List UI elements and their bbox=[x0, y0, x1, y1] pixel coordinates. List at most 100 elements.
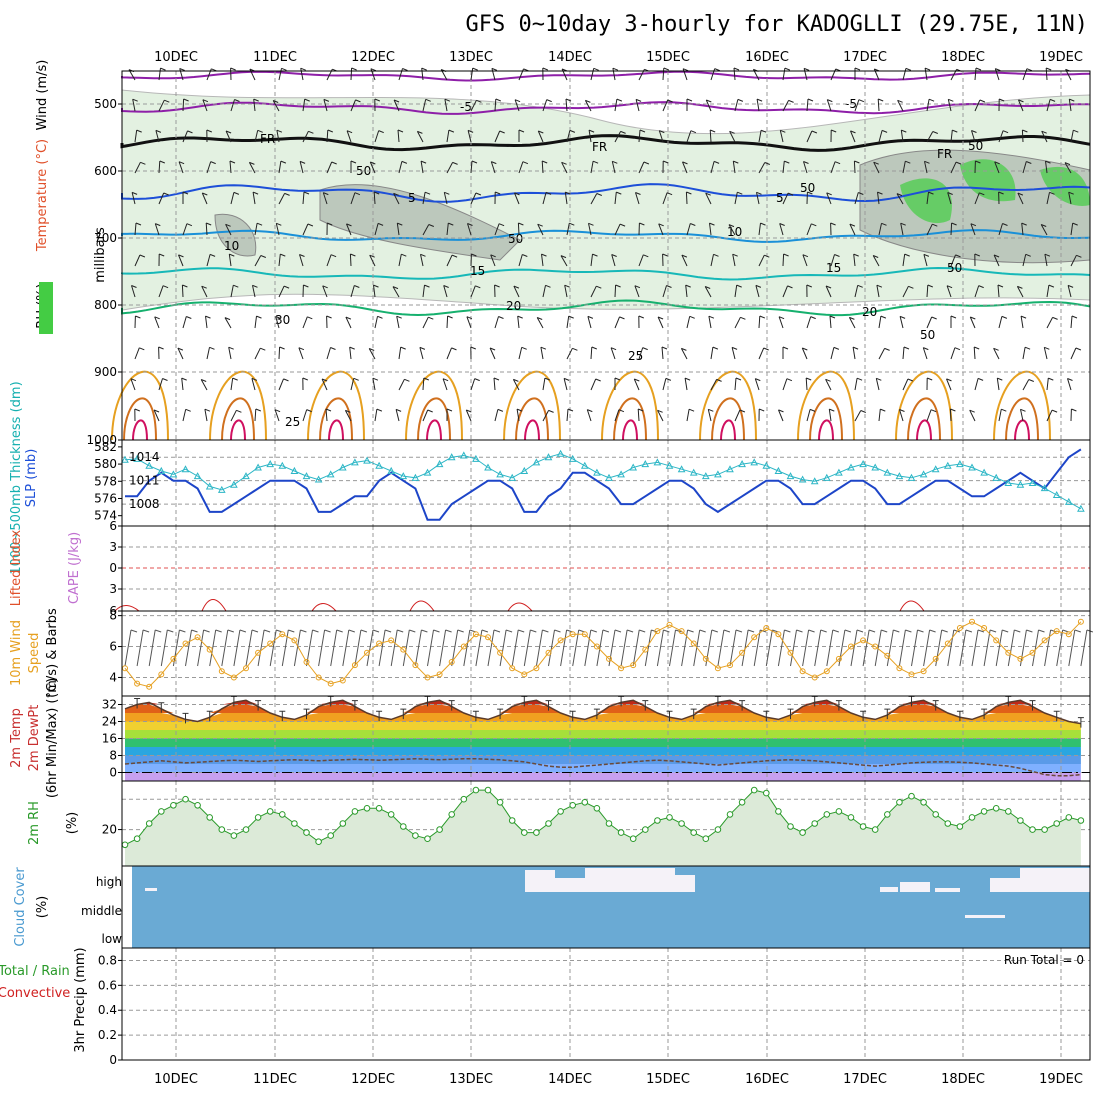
lifted-index-blip bbox=[114, 605, 140, 612]
wind-barb bbox=[707, 409, 712, 422]
wind-barb bbox=[230, 99, 235, 112]
wind-barb-flag bbox=[1048, 284, 1055, 288]
isotherm-line bbox=[121, 183, 1091, 203]
wind-barb bbox=[230, 192, 235, 205]
wind-barb-flag bbox=[275, 316, 281, 319]
wind-barb-flag bbox=[803, 161, 809, 164]
wind-barb bbox=[393, 99, 400, 112]
wind-barb-flag bbox=[428, 316, 434, 320]
wind10m-barb-flag bbox=[167, 629, 174, 633]
wind-barb-flag bbox=[764, 162, 770, 165]
wind-barb bbox=[420, 254, 424, 267]
wind-barb bbox=[680, 348, 688, 360]
rh-band-green bbox=[960, 159, 1016, 202]
wind10m-barb-flag bbox=[1026, 629, 1033, 633]
wind-barb-flag bbox=[809, 408, 816, 412]
wind-barb-flag bbox=[230, 67, 236, 71]
wind10m-barb-flag bbox=[977, 629, 985, 633]
wind-barb bbox=[878, 316, 882, 329]
wind-barb bbox=[633, 378, 640, 391]
wind-barb bbox=[350, 99, 356, 112]
wind-barb bbox=[732, 161, 736, 174]
wind10m-barb-flag bbox=[639, 629, 646, 633]
isotherm-30-lobe bbox=[515, 397, 549, 441]
wind10m-speed-marker bbox=[1029, 649, 1036, 656]
wind-barb bbox=[902, 254, 906, 267]
wind-barb-flag bbox=[1052, 316, 1058, 320]
wind10m-speed-marker bbox=[545, 649, 552, 656]
wind-barb bbox=[1046, 285, 1050, 298]
wind10m-speed-marker bbox=[702, 655, 709, 662]
wind-barb-flag bbox=[1045, 160, 1051, 164]
wind10m-barb bbox=[995, 629, 1003, 667]
wind10m-speed-marker bbox=[739, 649, 746, 656]
thickness-marker bbox=[472, 454, 480, 462]
wind-barb bbox=[392, 286, 400, 298]
rh-marker bbox=[763, 789, 770, 797]
y-axis-title: Wind (m/s) bbox=[35, 60, 50, 131]
wind-barb bbox=[662, 99, 669, 112]
wind-barb bbox=[467, 223, 472, 236]
isotherm-35-lobe bbox=[132, 419, 148, 441]
y-axis-title: millibars bbox=[93, 227, 108, 283]
wind-barb bbox=[254, 255, 262, 267]
wind-barb bbox=[373, 191, 376, 205]
wind10m-barb bbox=[886, 629, 894, 667]
wind-barb-flag bbox=[177, 347, 184, 351]
wind-barb bbox=[566, 408, 569, 422]
wind-barb bbox=[998, 316, 1003, 329]
wind10m-barb-flag bbox=[941, 629, 948, 633]
wind-barb bbox=[204, 409, 208, 422]
wind-barb bbox=[950, 254, 956, 267]
wind-barb-flag bbox=[568, 315, 574, 319]
wind-barb-flag bbox=[132, 98, 138, 102]
wind-barb bbox=[181, 284, 184, 298]
wind-barb-flag bbox=[564, 284, 570, 288]
wind-barb-flag bbox=[178, 161, 185, 165]
wind-barb bbox=[974, 67, 977, 81]
wind-barb-flag bbox=[569, 129, 576, 133]
wind10m-barb-flag bbox=[433, 629, 440, 633]
wind-barb bbox=[517, 222, 520, 236]
wind10m-speed-marker bbox=[509, 665, 516, 672]
wind-barb bbox=[1068, 99, 1072, 112]
wind-barb-flag bbox=[858, 99, 865, 103]
wind-barb-flag bbox=[476, 99, 482, 103]
wind-barb bbox=[373, 285, 376, 298]
wind-barb-flag bbox=[907, 378, 914, 382]
wind-barb-flag bbox=[392, 286, 399, 290]
thickness-marker bbox=[266, 460, 275, 468]
date-label-top: 15DEC bbox=[646, 50, 690, 65]
wind10m-barb bbox=[838, 629, 846, 667]
wind-barb-flag bbox=[1044, 253, 1051, 257]
wind-barb-flag bbox=[614, 377, 621, 381]
wind10m-speed-marker bbox=[969, 618, 975, 625]
wind-barb-flag bbox=[1026, 68, 1033, 72]
wind10m-barb-flag bbox=[457, 629, 464, 633]
wind-barb bbox=[1070, 255, 1077, 267]
wind-barb-flag bbox=[923, 347, 929, 351]
wind-barb bbox=[465, 409, 472, 422]
wind-barb-flag bbox=[850, 130, 856, 134]
isotherm-label: 50 bbox=[800, 181, 815, 195]
wind-barb-flag bbox=[428, 224, 434, 227]
wind-barb-flag bbox=[522, 161, 529, 165]
wind-barb-flag bbox=[1069, 98, 1075, 102]
isotherm-30-lobe bbox=[1005, 397, 1039, 441]
rh-band-dark bbox=[214, 213, 257, 257]
wind-barb bbox=[848, 317, 856, 329]
rh-marker bbox=[484, 786, 492, 794]
wind10m-barb-flag bbox=[215, 629, 222, 633]
wind-barb-flag bbox=[303, 191, 310, 195]
wind-barb-flag bbox=[585, 99, 591, 103]
rh-marker bbox=[593, 805, 601, 812]
wind10m-barb bbox=[911, 629, 918, 667]
wind10m-speed-marker bbox=[1065, 631, 1072, 638]
wind-barb bbox=[709, 129, 712, 143]
wind-barb bbox=[681, 254, 688, 267]
thickness-marker bbox=[302, 472, 311, 480]
wind-barb-flag bbox=[424, 191, 431, 195]
wind10m-speed-marker bbox=[303, 659, 310, 665]
wind10m-barb-flag bbox=[445, 629, 452, 633]
wind-barb-flag bbox=[518, 129, 525, 133]
